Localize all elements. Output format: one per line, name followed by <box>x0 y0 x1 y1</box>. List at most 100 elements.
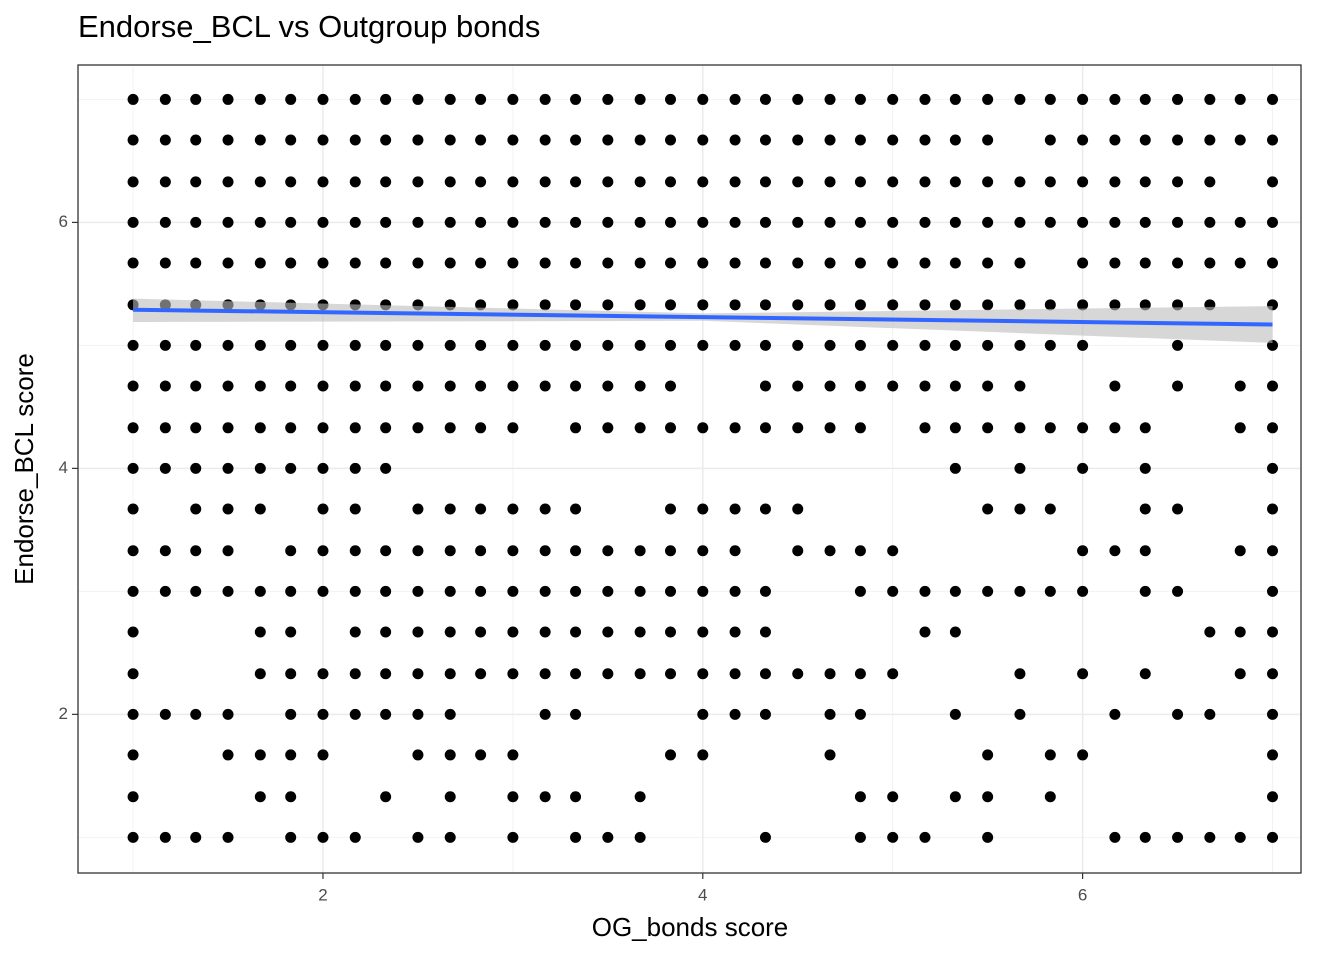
point <box>1077 545 1089 557</box>
point <box>254 462 266 474</box>
point <box>254 749 266 761</box>
point <box>759 339 771 351</box>
point <box>349 503 361 515</box>
point <box>1172 831 1184 843</box>
point <box>634 791 646 803</box>
point <box>1204 708 1216 720</box>
point <box>1139 831 1151 843</box>
point <box>729 545 741 557</box>
point <box>1014 380 1026 392</box>
point <box>285 176 297 188</box>
point <box>222 749 234 761</box>
point <box>1172 134 1184 146</box>
point <box>1172 176 1184 188</box>
point <box>1014 585 1026 597</box>
point <box>507 422 519 434</box>
point <box>222 339 234 351</box>
point <box>949 216 961 228</box>
y-axis-label: Endorse_BCL score <box>9 353 39 585</box>
point <box>697 668 709 680</box>
point <box>1014 668 1026 680</box>
point <box>949 626 961 638</box>
point <box>380 216 392 228</box>
point <box>602 380 614 392</box>
point <box>285 831 297 843</box>
x-tick-label: 4 <box>698 885 707 904</box>
point <box>602 134 614 146</box>
point <box>1109 216 1121 228</box>
point <box>1267 503 1279 515</box>
point <box>887 545 899 557</box>
point <box>1234 216 1246 228</box>
point <box>317 749 329 761</box>
point <box>190 585 202 597</box>
point <box>507 791 519 803</box>
point <box>349 708 361 720</box>
point <box>539 791 551 803</box>
point <box>539 380 551 392</box>
point <box>507 380 519 392</box>
point <box>919 422 931 434</box>
point <box>982 791 994 803</box>
point <box>982 93 994 105</box>
point <box>1077 216 1089 228</box>
point <box>475 257 487 269</box>
point <box>1139 134 1151 146</box>
point <box>1109 380 1121 392</box>
point <box>475 626 487 638</box>
point <box>570 626 582 638</box>
point <box>444 503 456 515</box>
point <box>127 462 139 474</box>
point <box>127 93 139 105</box>
point <box>1077 299 1089 311</box>
point <box>317 216 329 228</box>
point <box>444 708 456 720</box>
point <box>824 299 836 311</box>
point <box>1234 626 1246 638</box>
point <box>634 93 646 105</box>
point <box>697 339 709 351</box>
point <box>1014 503 1026 515</box>
point <box>1172 708 1184 720</box>
point <box>1267 216 1279 228</box>
point <box>127 749 139 761</box>
point <box>380 585 392 597</box>
point <box>665 134 677 146</box>
point <box>759 93 771 105</box>
point <box>507 626 519 638</box>
point <box>697 422 709 434</box>
point <box>1234 545 1246 557</box>
point <box>127 503 139 515</box>
point <box>1204 176 1216 188</box>
point <box>254 216 266 228</box>
point <box>887 176 899 188</box>
point <box>317 831 329 843</box>
point <box>697 503 709 515</box>
point <box>380 545 392 557</box>
point <box>854 380 866 392</box>
point <box>854 668 866 680</box>
point <box>665 668 677 680</box>
point <box>254 176 266 188</box>
point <box>570 216 582 228</box>
point <box>285 339 297 351</box>
point <box>919 93 931 105</box>
point <box>412 831 424 843</box>
point <box>190 503 202 515</box>
point <box>792 422 804 434</box>
point <box>349 626 361 638</box>
point <box>1109 134 1121 146</box>
point <box>665 216 677 228</box>
point <box>1077 339 1089 351</box>
point <box>444 257 456 269</box>
point <box>602 668 614 680</box>
point <box>222 93 234 105</box>
point <box>127 585 139 597</box>
point <box>634 257 646 269</box>
point <box>349 422 361 434</box>
point <box>949 380 961 392</box>
point <box>285 545 297 557</box>
point <box>887 339 899 351</box>
point <box>1077 749 1089 761</box>
fit-line <box>133 307 1273 327</box>
